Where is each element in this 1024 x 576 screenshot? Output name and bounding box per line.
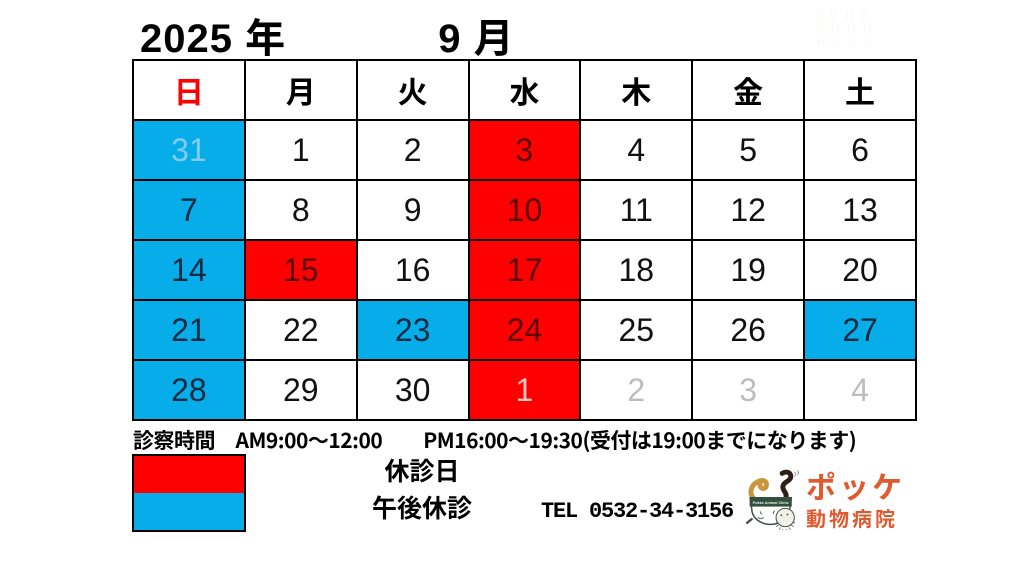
svg-text:Pokke Animal Clinic: Pokke Animal Clinic bbox=[753, 501, 789, 505]
